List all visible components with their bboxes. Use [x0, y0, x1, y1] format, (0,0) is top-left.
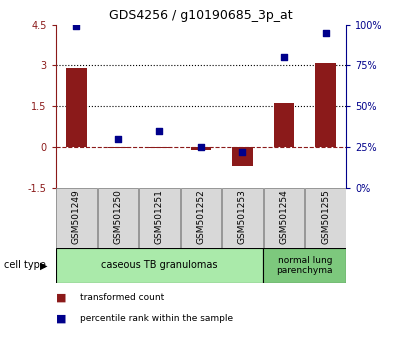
Bar — [181, 188, 221, 248]
Point — [73, 24, 80, 29]
Bar — [232, 147, 253, 166]
Text: GSM501249: GSM501249 — [72, 189, 81, 244]
Text: cell type: cell type — [4, 261, 46, 270]
Bar — [56, 188, 97, 248]
Point — [198, 144, 204, 150]
Bar — [263, 248, 346, 283]
Bar — [222, 188, 263, 248]
Text: GSM501255: GSM501255 — [321, 189, 330, 244]
Text: ▶: ▶ — [40, 261, 47, 270]
Bar — [98, 188, 139, 248]
Bar — [56, 248, 263, 283]
Text: GSM501253: GSM501253 — [238, 189, 247, 244]
Text: transformed count: transformed count — [80, 293, 164, 302]
Text: normal lung
parenchyma: normal lung parenchyma — [277, 256, 333, 275]
Bar — [263, 188, 304, 248]
Bar — [191, 147, 211, 150]
Point — [115, 136, 121, 142]
Bar — [305, 188, 346, 248]
Point — [239, 149, 246, 155]
Bar — [273, 103, 295, 147]
Text: GSM501251: GSM501251 — [155, 189, 164, 244]
Text: caseous TB granulomas: caseous TB granulomas — [101, 261, 218, 270]
Text: percentile rank within the sample: percentile rank within the sample — [80, 314, 233, 323]
Bar — [315, 63, 336, 147]
Text: GSM501252: GSM501252 — [197, 189, 205, 244]
Title: GDS4256 / g10190685_3p_at: GDS4256 / g10190685_3p_at — [109, 9, 293, 22]
Bar — [107, 147, 128, 148]
Point — [156, 128, 163, 133]
Bar — [66, 68, 87, 147]
Bar — [149, 147, 170, 148]
Text: ■: ■ — [56, 314, 66, 324]
Point — [281, 55, 287, 60]
Bar — [139, 188, 180, 248]
Text: ■: ■ — [56, 292, 66, 302]
Text: GSM501250: GSM501250 — [113, 189, 123, 244]
Point — [322, 30, 329, 36]
Text: GSM501254: GSM501254 — [279, 189, 289, 244]
